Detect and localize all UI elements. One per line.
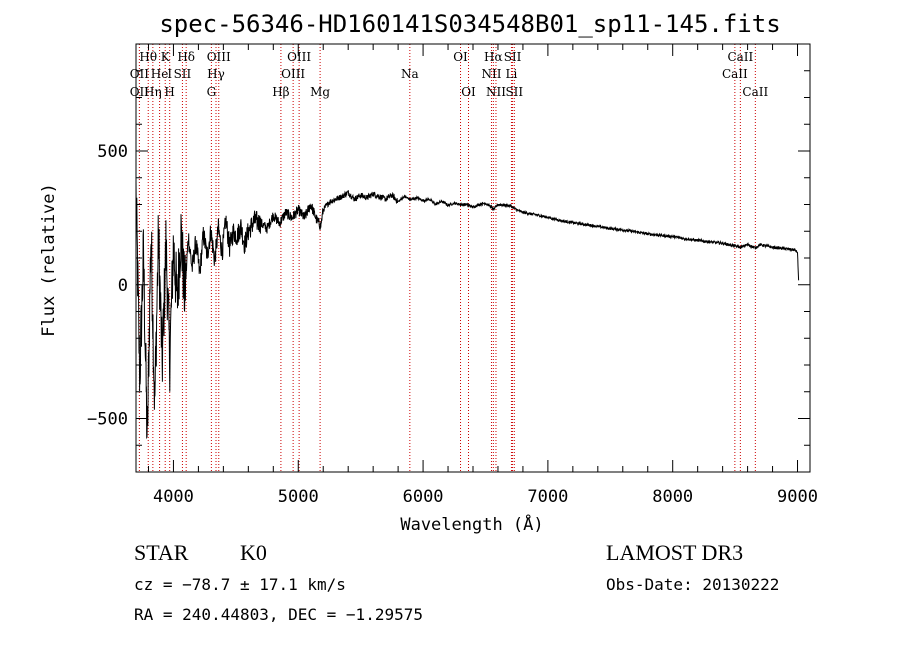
line-marker-label: He [151, 67, 169, 81]
line-marker-label: H [164, 85, 174, 99]
object-subclass: K0 [240, 540, 267, 565]
line-marker-label: OI [453, 50, 468, 64]
line-marker-label: Mg [310, 85, 330, 99]
y-axis-label: Flux (relative) [39, 183, 59, 337]
line-marker-label: OII [130, 67, 150, 81]
redshift-text: cz = −78.7 ± 17.1 km/s [134, 575, 346, 594]
y-tick-label: 0 [118, 276, 128, 296]
line-marker-label: NII [481, 67, 501, 81]
line-marker-label: Hδ [177, 50, 195, 64]
line-markers [138, 44, 756, 472]
obs-date-text: Obs-Date: 20130222 [606, 575, 779, 594]
x-axis-label: Wavelength (Å) [400, 513, 543, 535]
x-axis-ticks: 4000 5000 6000 7000 8000 9000 [147, 44, 818, 507]
survey-name: LAMOST DR3 [606, 540, 743, 565]
line-marker-label: K [161, 50, 171, 64]
object-class: STAR [134, 540, 189, 565]
line-marker-label: Hγ [207, 67, 225, 81]
spectrum-line [135, 180, 800, 440]
line-marker-label: OII [130, 85, 150, 99]
line-marker-label: OI [461, 85, 476, 99]
x-tick-label: 5000 [278, 487, 319, 507]
line-marker-label: Hθ [139, 50, 157, 64]
line-marker-label: OIII [281, 67, 305, 81]
x-tick-label: 6000 [403, 487, 444, 507]
line-marker-label: SII [504, 50, 522, 64]
line-marker-label: OIII [287, 50, 311, 64]
line-marker-label: SII [505, 85, 523, 99]
line-marker-label: Hβ [272, 85, 289, 99]
x-tick-label: 8000 [652, 487, 693, 507]
line-marker-label: Hη [144, 85, 162, 99]
coords-text: RA = 240.44803, DEC = −1.29575 [134, 605, 423, 624]
x-tick-label: 7000 [527, 487, 568, 507]
line-marker-label: I [167, 67, 172, 81]
line-marker-label: CaII [722, 67, 748, 81]
plot-frame [135, 43, 811, 473]
line-marker-label: Na [401, 67, 419, 81]
line-marker-label: OIII [207, 50, 231, 64]
chart-title: spec-56346-HD160141S034548B01_sp11-145.f… [159, 10, 780, 38]
line-marker-label: G [207, 85, 217, 99]
line-marker-label: SII [174, 67, 192, 81]
line-marker-label: CaII [742, 85, 768, 99]
y-axis-ticks: −500 0 500 [87, 70, 810, 446]
y-tick-label: −500 [87, 410, 128, 430]
line-marker-label: Li [506, 67, 518, 81]
line-marker-label: NII [486, 85, 506, 99]
y-tick-label: 500 [97, 142, 128, 162]
x-tick-label: 9000 [777, 487, 818, 507]
x-tick-label: 4000 [153, 487, 194, 507]
line-marker-label: Hα [484, 50, 503, 64]
line-marker-label: CaII [727, 50, 753, 64]
